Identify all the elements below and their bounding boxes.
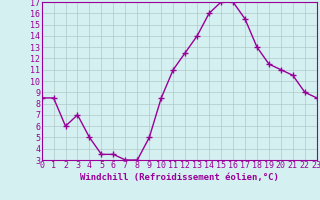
X-axis label: Windchill (Refroidissement éolien,°C): Windchill (Refroidissement éolien,°C) (80, 173, 279, 182)
